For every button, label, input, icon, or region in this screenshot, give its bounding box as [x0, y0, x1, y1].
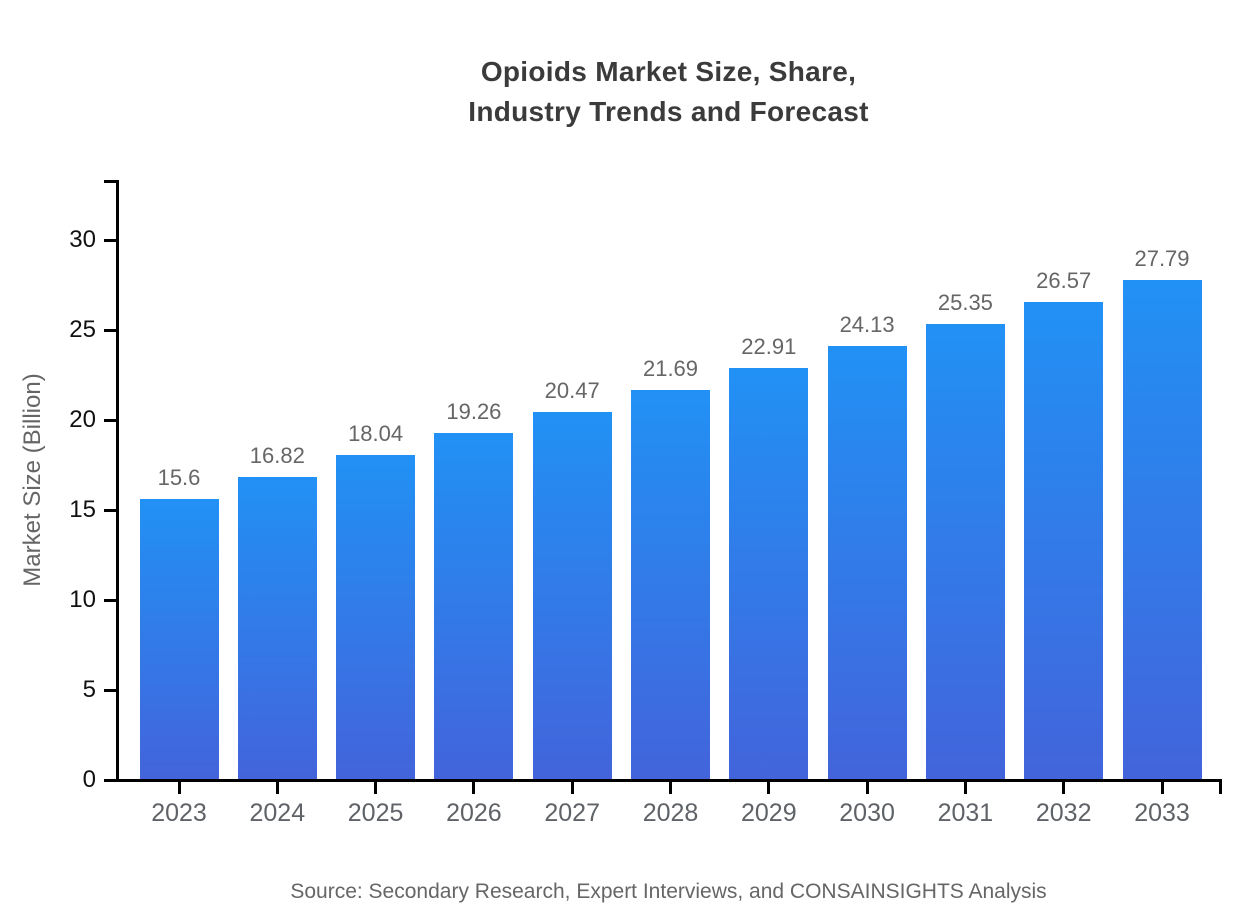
- y-axis-tick: [104, 509, 116, 512]
- y-axis-tick: [104, 779, 116, 782]
- y-tick-label: 5: [82, 676, 96, 703]
- bar: [1122, 279, 1202, 779]
- bar: [925, 323, 1005, 779]
- x-axis-tick: [669, 782, 672, 794]
- bar-value-label: 27.79: [1134, 245, 1190, 271]
- x-tick-label: 2028: [642, 799, 699, 827]
- bar: [434, 433, 514, 779]
- bar-value-label: 26.57: [1036, 267, 1092, 293]
- y-tick-label: 10: [69, 586, 96, 613]
- y-tick-label: 20: [69, 406, 96, 433]
- x-tick-label: 2030: [839, 799, 895, 827]
- bar-value-label: 25.35: [937, 289, 993, 315]
- bar: [729, 367, 809, 779]
- x-axis-tick: [865, 782, 869, 794]
- x-axis-tick: [1160, 782, 1164, 794]
- x-tick-label: 2025: [347, 799, 404, 827]
- y-tick-label: 15: [69, 496, 96, 523]
- x-axis-end-tick: [1218, 782, 1222, 794]
- x-tick-label: 2024: [249, 799, 306, 827]
- y-axis-tick: [104, 239, 116, 242]
- y-tick-label: 0: [82, 766, 96, 793]
- x-axis-tick: [177, 782, 181, 794]
- bar-value-label: 24.13: [839, 311, 895, 337]
- y-axis-tick: [104, 689, 116, 692]
- bar: [1024, 301, 1104, 779]
- x-tick-label: 2029: [740, 799, 797, 827]
- bar: [631, 389, 710, 779]
- bar-value-label: 20.47: [544, 377, 600, 403]
- bar-value-label: 22.91: [741, 333, 797, 359]
- y-axis-end-tick: [104, 180, 116, 183]
- x-tick-label: 2027: [544, 799, 600, 827]
- y-tick-label: 30: [69, 226, 96, 253]
- x-tick-label: 2032: [1035, 799, 1092, 827]
- x-tick-label: 2031: [937, 799, 994, 827]
- x-tick-label: 2033: [1134, 799, 1190, 827]
- bar-value-label: 18.04: [348, 421, 404, 447]
- y-tick-label: 25: [69, 316, 96, 343]
- bar: [827, 345, 907, 779]
- y-axis-tick: [104, 329, 116, 332]
- y-axis-tick: [104, 599, 116, 602]
- bar-value-label: 16.82: [249, 443, 305, 469]
- x-tick-label: 2026: [446, 799, 502, 827]
- chart-title: Opioids Market Size, Share, Industry Tre…: [117, 52, 1220, 132]
- x-axis-tick: [275, 782, 279, 794]
- x-axis-tick: [963, 782, 967, 794]
- x-axis-line: [116, 779, 1222, 782]
- x-axis-tick: [374, 782, 378, 794]
- chart-title-line1: Opioids Market Size, Share,: [480, 56, 857, 87]
- bar: [532, 411, 612, 779]
- bar: [139, 499, 219, 779]
- bar: [336, 455, 416, 779]
- source-note: Source: Secondary Research, Expert Inter…: [290, 880, 1047, 903]
- bar: [237, 477, 317, 779]
- y-axis-tick: [104, 419, 116, 422]
- y-axis-line: [116, 180, 119, 782]
- bar-value-label: 19.26: [446, 399, 502, 425]
- x-axis-tick: [1062, 782, 1066, 794]
- x-axis-tick: [767, 782, 771, 794]
- x-axis-tick: [570, 782, 574, 794]
- x-tick-label: 2023: [151, 799, 207, 827]
- bar-value-label: 15.6: [157, 465, 201, 491]
- chart-title-line2: Industry Trends and Forecast: [468, 96, 869, 127]
- x-axis-tick: [472, 782, 476, 794]
- bar-value-label: 21.69: [642, 355, 699, 381]
